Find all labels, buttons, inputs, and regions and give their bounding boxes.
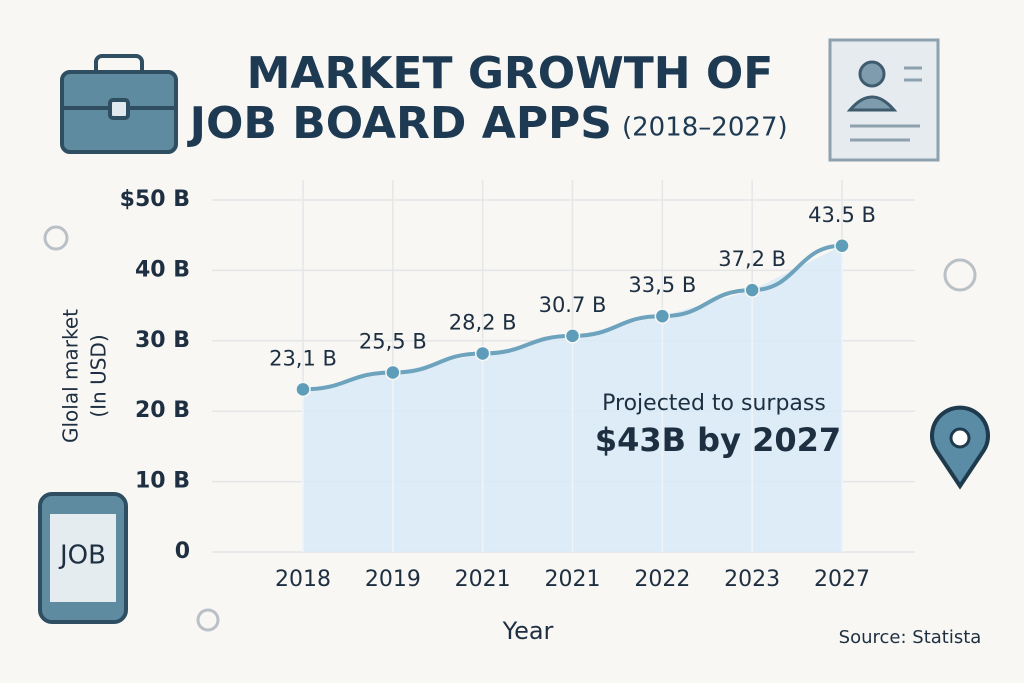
point — [744, 282, 760, 298]
value-label: 43.5 B — [808, 203, 876, 227]
value-label: 28,2 B — [449, 310, 517, 334]
x-tick-label: 2021 — [545, 567, 601, 592]
plot: 0 10 B 20 B 30 B 40 B $50 B 2018 2019 2021 2021 20… — [120, 180, 915, 592]
y-tick-label: $50 B — [120, 187, 190, 212]
annotation: Projected to surpass — [602, 391, 826, 416]
x-tick-label: 2019 — [365, 567, 421, 592]
briefcase-icon — [60, 54, 178, 154]
point — [834, 238, 850, 254]
value-label: 30.7 B — [539, 293, 607, 317]
value-label: 25,5 B — [359, 329, 427, 353]
x-tick-label: 2027 — [814, 567, 870, 592]
point — [385, 364, 401, 381]
value-label: 23,1 B — [269, 346, 337, 370]
y-label: Glolal market — [59, 309, 83, 443]
value-label: 37,2 B — [718, 247, 786, 271]
title-years: (2018–2027) — [622, 113, 788, 143]
value-label: 33,5 B — [628, 273, 696, 297]
map-pin-icon — [930, 405, 990, 490]
source: Source: Statista — [839, 627, 982, 648]
title: MARKET GROWTH OF JOB BOARD APPS (2018–20… — [187, 48, 788, 149]
title-line: JOB BOARD APPS — [187, 98, 612, 149]
annotation: $43B by 2027 — [595, 421, 841, 459]
title-line: MARKET GROWTH OF — [247, 48, 774, 99]
y-tick-label: 30 B — [135, 328, 190, 353]
y-tick-label: 10 B — [135, 469, 190, 494]
id-card-icon — [828, 38, 940, 162]
y-label: (In USD) — [87, 334, 111, 417]
point — [564, 328, 581, 344]
phone-text: JOB — [58, 541, 106, 571]
point — [654, 308, 671, 324]
x-tick-label: 2023 — [724, 567, 780, 592]
x-tick-label: 2018 — [275, 567, 331, 592]
point — [474, 345, 491, 362]
x-tick-label: 2021 — [455, 567, 511, 592]
point — [295, 381, 311, 398]
y-axis-label: Glolal market (In USD) — [59, 309, 111, 443]
y-tick-label: 40 B — [135, 257, 190, 282]
y-tick-label: 20 B — [135, 398, 190, 423]
x-tick-label: 2022 — [634, 567, 690, 592]
phone-icon: JOB — [38, 492, 128, 624]
y-tick-label: 0 — [175, 539, 190, 564]
decor-circles — [43, 225, 977, 632]
x-label: Year — [502, 617, 554, 645]
